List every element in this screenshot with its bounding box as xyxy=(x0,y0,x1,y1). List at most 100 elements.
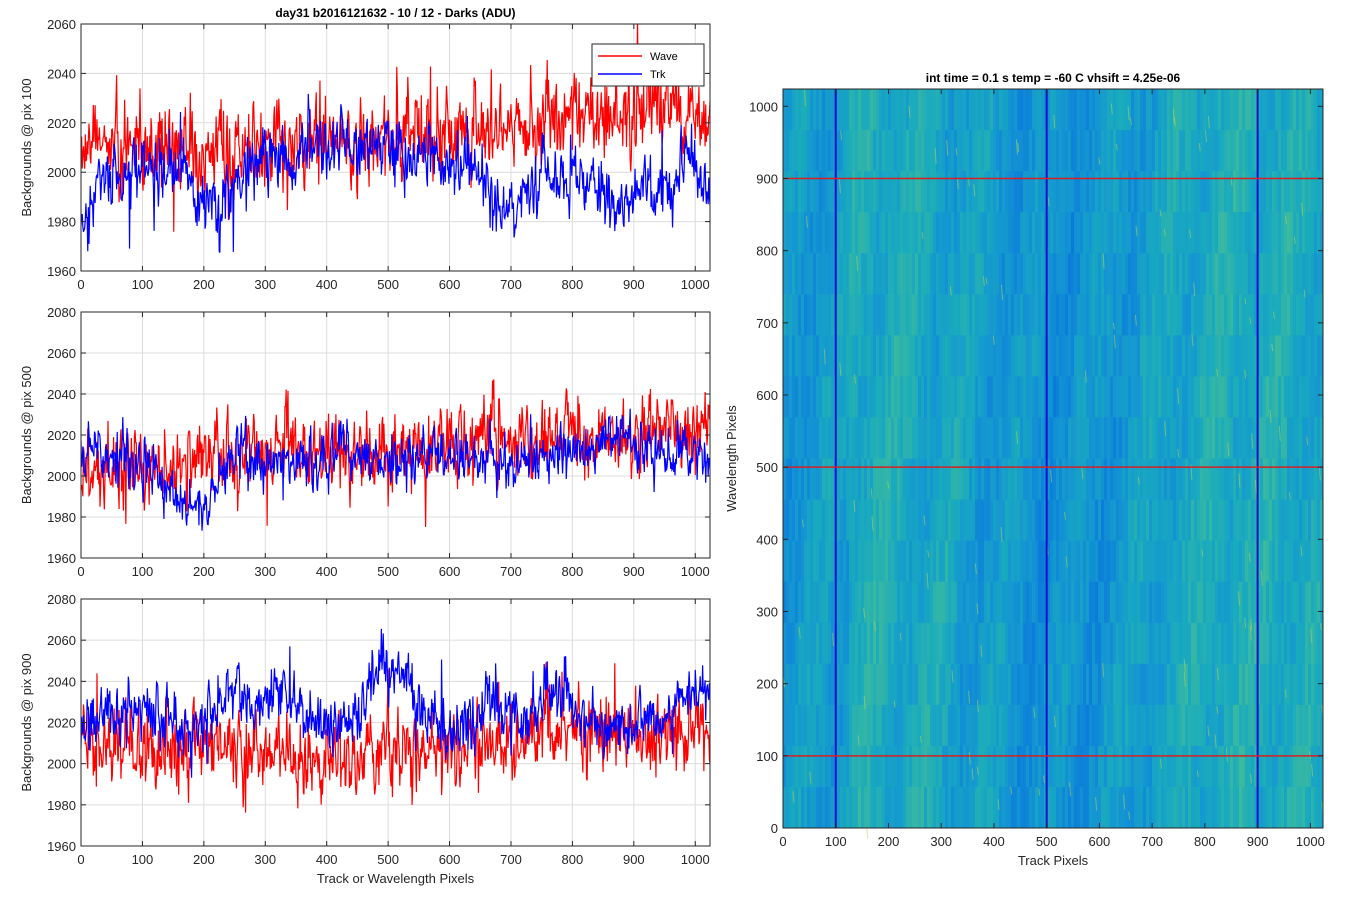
heatmap-cell xyxy=(1125,458,1129,500)
heatmap-cell xyxy=(1272,663,1276,706)
heatmap-cell xyxy=(1299,417,1303,459)
heatmap-cell xyxy=(960,130,964,172)
heatmap-streak xyxy=(1196,770,1199,778)
heatmap-cell xyxy=(783,786,787,829)
heatmap-cell xyxy=(1188,253,1192,295)
heatmap-cell xyxy=(924,294,928,336)
heatmap-cell xyxy=(1050,171,1054,213)
heatmap-cell xyxy=(1251,171,1255,213)
heatmap-cell xyxy=(1194,212,1198,254)
heatmap-cell xyxy=(1113,540,1117,583)
heatmap-cell xyxy=(975,540,979,583)
heatmap-cell xyxy=(960,786,964,829)
heatmap-cell xyxy=(1281,499,1285,542)
heatmap-cell xyxy=(1008,212,1012,254)
heatmap-cell xyxy=(927,540,931,583)
y-tick-label: 2060 xyxy=(47,633,76,648)
heatmap-cell xyxy=(1011,581,1015,624)
heatmap-cell xyxy=(1188,130,1192,172)
heatmap-cell xyxy=(810,376,814,418)
heatmap-cell xyxy=(1236,376,1240,418)
heatmap-cell xyxy=(1029,417,1033,459)
heatmap-cell xyxy=(876,89,880,131)
heatmap-cell xyxy=(960,212,964,254)
heatmap-cell xyxy=(1200,376,1204,418)
heatmap-cell xyxy=(984,376,988,418)
heatmap-cell xyxy=(1275,622,1279,665)
heatmap-streak xyxy=(926,573,929,589)
heatmap-cell xyxy=(1056,335,1060,377)
heatmap-cell xyxy=(1143,704,1147,747)
heatmap-cell xyxy=(1101,622,1105,665)
legend-label-trk: Trk xyxy=(650,69,666,81)
heatmap-cell xyxy=(1128,704,1132,747)
heatmap-cell xyxy=(1182,130,1186,172)
heatmap-cell xyxy=(1188,89,1192,131)
heatmap-cell xyxy=(1221,417,1225,459)
heatmap-cell xyxy=(927,499,931,542)
heatmap-cell xyxy=(1284,745,1288,788)
heatmap-cell xyxy=(1221,745,1225,788)
heatmap-cell xyxy=(960,581,964,624)
heatmap-cell xyxy=(1098,335,1102,377)
heatmap-cell xyxy=(1173,89,1177,131)
heatmap-cell xyxy=(969,417,973,459)
heatmap-cell xyxy=(1179,130,1183,172)
heatmap-cell xyxy=(1116,130,1120,172)
heatmap-cell xyxy=(1086,581,1090,624)
heatmap-cell xyxy=(993,581,997,624)
heatmap-cell xyxy=(831,294,835,336)
heatmap-cell xyxy=(1317,704,1321,747)
heatmap-cell xyxy=(1110,253,1114,295)
heatmap-cell xyxy=(933,499,937,542)
heatmap-cell xyxy=(867,663,871,706)
heatmap-cell xyxy=(810,417,814,459)
heatmap-cell xyxy=(810,540,814,583)
heatmap-cell xyxy=(936,335,940,377)
heatmap-cell xyxy=(1155,89,1159,131)
heatmap-cell xyxy=(894,417,898,459)
heatmap-cell xyxy=(1077,745,1081,788)
heatmap-cell xyxy=(807,499,811,542)
heatmap-cell xyxy=(1308,130,1312,172)
heatmap-cell xyxy=(1284,704,1288,747)
heatmap-cell xyxy=(1203,294,1207,336)
heatmap-cell xyxy=(1104,89,1108,131)
heatmap-cell xyxy=(801,704,805,747)
heatmap-cell xyxy=(1266,376,1270,418)
heatmap-cell xyxy=(1020,212,1024,254)
heatmap-cell xyxy=(846,745,850,788)
heatmap-cell xyxy=(1215,335,1219,377)
heatmap-cell xyxy=(1179,581,1183,624)
heatmap-cell xyxy=(1047,212,1051,254)
heatmap-cell xyxy=(906,253,910,295)
heatmap-cell xyxy=(1152,417,1156,459)
heatmap-cell xyxy=(1245,704,1249,747)
heatmap-cell xyxy=(1107,499,1111,542)
heatmap-cell xyxy=(1218,417,1222,459)
heatmap-cell xyxy=(1065,335,1069,377)
heatmap-cell xyxy=(798,335,802,377)
heatmap-cell xyxy=(942,499,946,542)
heatmap-cell xyxy=(1122,581,1126,624)
heatmap-cell xyxy=(948,171,952,213)
heatmap-cell xyxy=(1230,171,1234,213)
heatmap-cell xyxy=(1038,130,1042,172)
heatmap-cell xyxy=(1191,704,1195,747)
heatmap-cell xyxy=(804,89,808,131)
heatmap-cell xyxy=(1110,212,1114,254)
heatmap-cell xyxy=(1014,89,1018,131)
heatmap-cell xyxy=(1014,663,1018,706)
heatmap-cell xyxy=(810,581,814,624)
heatmap-streak xyxy=(955,147,958,156)
heatmap-cell xyxy=(1089,130,1093,172)
heatmap-cell xyxy=(1185,499,1189,542)
heatmap-cell xyxy=(843,581,847,624)
heatmap-cell xyxy=(810,335,814,377)
heatmap-cell xyxy=(783,253,787,295)
heatmap-streak xyxy=(899,632,902,641)
heatmap-cell xyxy=(1218,376,1222,418)
heatmap-cell xyxy=(1191,786,1195,829)
heatmap-cell xyxy=(1113,417,1117,459)
heatmap-cell xyxy=(1050,335,1054,377)
